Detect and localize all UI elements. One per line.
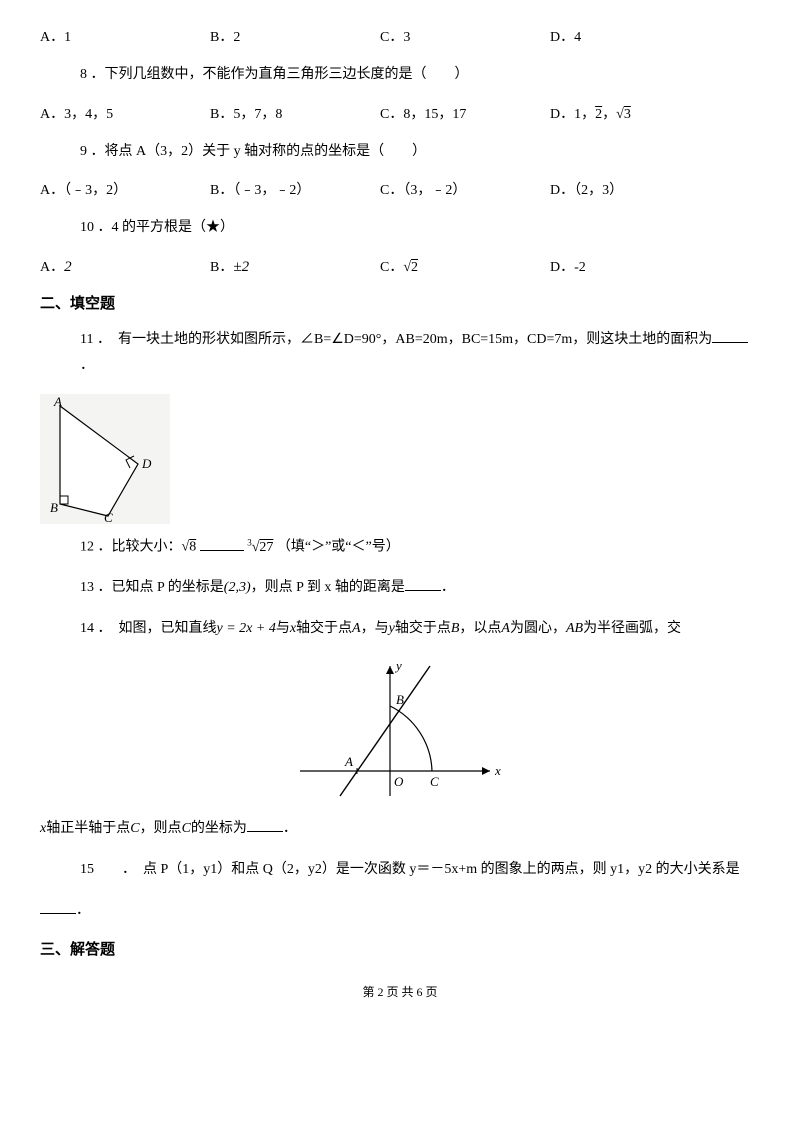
q14-line1: 14 ． 如图，已知直线y = 2x + 4与x轴交于点A，与y轴交于点B，以点… xyxy=(80,616,760,643)
q8-d-comma: ， xyxy=(602,107,616,122)
q14-c: 轴交于点 xyxy=(296,621,352,636)
q14-p2c: ，则点 xyxy=(140,821,182,836)
q9-options: A．（﹣3，2） B．（﹣3，﹣2） C．（3，﹣2） D．（2，3） xyxy=(40,179,760,199)
q8-options: A．3，4，5 B．5，7，8 C．8，15，17 D．1，2，√3 xyxy=(40,103,760,123)
q7-opt-c: C．3 xyxy=(380,26,550,46)
page-content: A．1 B．2 C．3 D．4 8 ．下列几组数中，不能作为直角三角形三边长度的… xyxy=(0,0,800,1010)
q10-c-prefix: C． xyxy=(380,260,403,275)
q11-blank xyxy=(712,328,748,343)
q7-opt-a: A．1 xyxy=(40,26,210,46)
q14-g: 为圆心， xyxy=(510,621,566,636)
q14-p2b: 轴正半轴于点 xyxy=(46,821,130,836)
q10-a-prefix: A． xyxy=(40,260,64,275)
q10-text: 10 ．4 的平方根是（★） xyxy=(80,215,760,242)
q11-text: 11 ． 有一块土地的形状如图所示，∠B=∠D=90°，AB=20m，BC=15… xyxy=(80,332,712,347)
q9-opt-c: C．（3，﹣2） xyxy=(380,179,550,199)
q11-tail: ． xyxy=(80,358,94,373)
q15-blank xyxy=(40,899,76,914)
q8-opt-d: D．1，2，√3 xyxy=(550,103,720,123)
q14-C2: C xyxy=(182,821,191,836)
q10-b-val: ±2 xyxy=(233,259,249,275)
q15-text: 15 ． 点 P（1，y1）和点 Q（2，y2）是一次函数 y＝－5x+m 的图… xyxy=(80,862,740,877)
q10-options: A．2 B．±2 C．√2 D．-2 xyxy=(40,256,760,276)
q10-b-prefix: B． xyxy=(210,260,233,275)
q11: 11 ． 有一块土地的形状如图所示，∠B=∠D=90°，AB=20m，BC=15… xyxy=(80,327,760,380)
svg-text:O: O xyxy=(394,774,404,789)
q11-figure: A B C D xyxy=(40,394,760,524)
q14-a: 14 ． 如图，已知直线 xyxy=(80,621,217,636)
q14-C1: C xyxy=(130,821,139,836)
svg-text:D: D xyxy=(141,456,152,471)
q13-coord: (2,3) xyxy=(224,580,251,595)
q14-eq: y = 2x + 4 xyxy=(217,621,276,636)
q14-b: 与 xyxy=(276,621,290,636)
q12-prefix: 12 ．比较大小： xyxy=(80,540,182,555)
q8-text: 8 ．下列几组数中，不能作为直角三角形三边长度的是（ ） xyxy=(80,62,760,89)
q9-opt-d: D．（2，3） xyxy=(550,179,720,199)
q14-e: 轴交于点 xyxy=(395,621,451,636)
svg-text:B: B xyxy=(396,692,404,707)
q14-d: ，与 xyxy=(361,621,389,636)
q12: 12 ．比较大小：√8 3√27 （填“＞”或“＜”号） xyxy=(80,534,760,561)
q14-figure: x y O A B C xyxy=(40,656,760,806)
q15-cont: ． xyxy=(40,898,760,925)
q13-blank xyxy=(405,576,441,591)
svg-text:C: C xyxy=(430,774,439,789)
q8-opt-c: C．8，15，17 xyxy=(380,103,550,123)
q10-opt-d: D．-2 xyxy=(550,256,720,276)
q9-opt-a: A．（﹣3，2） xyxy=(40,179,210,199)
q8-d-sqrt2: √3 xyxy=(616,107,631,122)
q14-h: 为半径画弧，交 xyxy=(583,621,681,636)
q7-options: A．1 B．2 C．3 D．4 xyxy=(40,26,760,46)
q14-f: ，以点 xyxy=(459,621,501,636)
page-footer: 第 2 页 共 6 页 xyxy=(40,983,760,1000)
q14-AB: AB xyxy=(566,621,583,636)
q7-opt-d: D．4 xyxy=(550,26,720,46)
svg-text:x: x xyxy=(494,763,501,778)
section2-heading: 二、填空题 xyxy=(40,292,760,313)
q13-tail: ． xyxy=(441,580,455,595)
section3-heading: 三、解答题 xyxy=(40,938,760,959)
q13: 13 ．已知点 P 的坐标是(2,3)，则点 P 到 x 轴的距离是 ． xyxy=(80,575,760,602)
q12-sqrt2: 3√27 xyxy=(247,540,273,555)
q8-opt-a: A．3，4，5 xyxy=(40,103,210,123)
q9-text: 9 ．将点 A（3，2）关于 y 轴对称的点的坐标是（ ） xyxy=(80,139,760,166)
svg-text:C: C xyxy=(104,510,113,524)
q14-p2d: 的坐标为 xyxy=(191,821,247,836)
svg-text:A: A xyxy=(53,394,62,409)
q14-blank xyxy=(247,817,283,832)
q10-opt-a: A．2 xyxy=(40,256,210,276)
q12-blank xyxy=(200,536,244,551)
q12-sqrt1: √8 xyxy=(182,540,197,555)
q14-A1: A xyxy=(352,621,361,636)
q9-opt-b: B．（﹣3，﹣2） xyxy=(210,179,380,199)
q8-opt-b: B．5，7，8 xyxy=(210,103,380,123)
q15: 15 ． 点 P（1，y1）和点 Q（2，y2）是一次函数 y＝－5x+m 的图… xyxy=(80,857,760,884)
q8-d-prefix: D．1， xyxy=(550,107,595,122)
q10-opt-c: C．√2 xyxy=(380,256,550,276)
svg-text:y: y xyxy=(394,658,402,673)
svg-text:A: A xyxy=(344,754,353,769)
q7-opt-b: B．2 xyxy=(210,26,380,46)
q10-a-val: 2 xyxy=(64,259,72,275)
svg-text:B: B xyxy=(50,500,58,515)
q13-mid: ，则点 P 到 x 轴的距离是 xyxy=(251,580,405,595)
q14-tail: ． xyxy=(283,821,297,836)
q10-opt-b: B．±2 xyxy=(210,256,380,276)
q14-A2: A xyxy=(501,621,510,636)
q15-tail: ． xyxy=(76,903,90,918)
q13-prefix: 13 ．已知点 P 的坐标是 xyxy=(80,580,224,595)
q14-line2: x轴正半轴于点C，则点C的坐标为． xyxy=(40,816,760,843)
q10-c-val: √2 xyxy=(403,260,418,275)
q12-suffix: （填“＞”或“＜”号） xyxy=(277,540,400,555)
